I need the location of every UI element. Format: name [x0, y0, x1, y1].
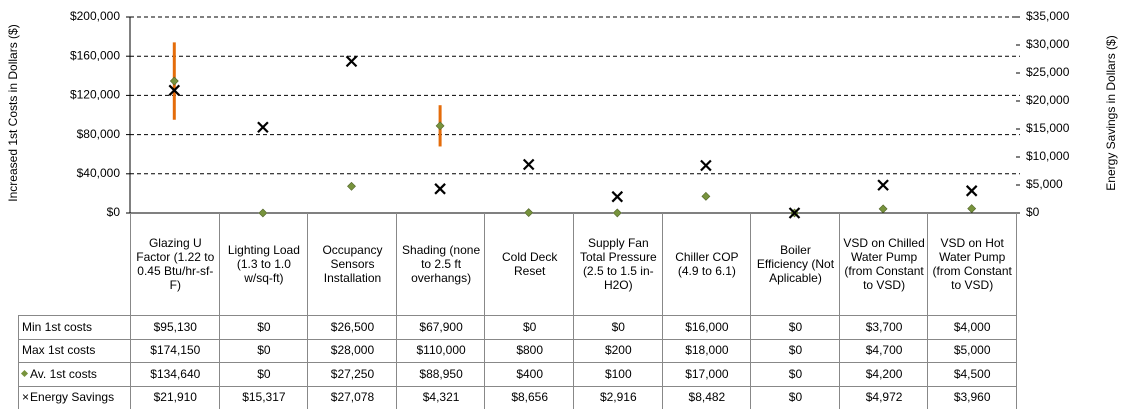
table-cell: $110,000: [395, 338, 486, 363]
table-cell: $27,078: [307, 385, 397, 409]
y2-tick-label: $5,000: [1026, 177, 1063, 191]
table-cell: $400: [484, 362, 574, 387]
table-cell: $174,150: [130, 338, 220, 363]
savings-marker: [345, 55, 358, 68]
table-cell: $2,916: [573, 385, 663, 409]
y-axis-title: Increased 1st Costs in Dollars ($): [6, 24, 20, 201]
average-marker: [524, 208, 534, 218]
table-cell: $15,317: [218, 385, 309, 409]
table-cell: $4,200: [838, 362, 929, 387]
table-cell: $800: [484, 338, 574, 363]
y2-tick-label: $20,000: [1026, 93, 1070, 107]
table-cell: $100: [573, 362, 663, 387]
table-cell: $134,640: [130, 362, 220, 387]
table-cell: $67,900: [395, 315, 486, 340]
y2-tick-label: $15,000: [1026, 121, 1070, 135]
average-marker: [435, 121, 445, 131]
average-marker: [169, 76, 179, 86]
table-cell: $0: [750, 385, 840, 409]
table-cell: $18,000: [661, 338, 752, 363]
savings-marker: [168, 84, 181, 97]
legend-entry: Av. 1st costs: [18, 362, 131, 387]
average-marker: [967, 204, 977, 214]
table-cell: $88,950: [395, 362, 486, 387]
y2-tick-label: $25,000: [1026, 65, 1070, 79]
table-cell: $4,000: [927, 315, 1017, 340]
legend-text: Min 1st costs: [22, 320, 93, 335]
category-label: Cold Deck Reset: [484, 213, 574, 316]
category-label: Occupancy Sensors Installation: [307, 213, 397, 316]
average-marker: [701, 191, 711, 201]
table-cell: $17,000: [661, 362, 752, 387]
table-cell: $0: [218, 362, 309, 387]
table-cell: $8,482: [661, 385, 752, 409]
average-marker: [347, 181, 356, 191]
legend-text: Max 1st costs: [22, 343, 96, 358]
category-label: Chiller COP (4.9 to 6.1): [661, 213, 752, 316]
table-cell: $0: [750, 315, 840, 340]
category-label: Shading (none to 2.5 ft overhangs): [395, 213, 486, 316]
table-cell: $0: [750, 362, 840, 387]
y2-tick-label: $30,000: [1026, 37, 1070, 51]
y-tick-label: $40,000: [77, 166, 121, 180]
table-cell: $4,321: [395, 385, 486, 409]
legend-entry: × Energy Savings: [18, 385, 131, 409]
legend-text: Energy Savings: [30, 390, 115, 405]
savings-marker: [700, 159, 712, 172]
y-tick-label: $120,000: [70, 88, 120, 102]
table-cell: $26,500: [307, 315, 397, 340]
y2-axis-title: Energy Savings in Dollars ($): [1104, 35, 1118, 190]
table-cell: $3,960: [927, 385, 1017, 409]
savings-marker: [257, 121, 269, 134]
category-label: Lighting Load (1.3 to 1.0 w/sq-ft): [218, 213, 309, 316]
table-cell: $4,500: [927, 362, 1017, 387]
savings-marker: [965, 185, 978, 197]
category-label: VSD on Hot Water Pump (from Constant to …: [927, 213, 1017, 316]
table-cell: $16,000: [661, 315, 752, 340]
y-tick-label: $0: [107, 205, 121, 219]
y2-tick-label: $10,000: [1026, 149, 1070, 163]
table-cell: $27,250: [307, 362, 397, 387]
average-marker: [258, 208, 268, 218]
table-cell: $5,000: [927, 338, 1017, 363]
table-cell: $3,700: [838, 315, 929, 340]
average-marker: [612, 208, 622, 218]
savings-marker: [434, 183, 446, 195]
table-cell: $0: [218, 338, 309, 363]
legend-entry: Max 1st costs: [18, 338, 131, 363]
table-cell: $200: [573, 338, 663, 363]
table-cell: $8,656: [484, 385, 574, 409]
table-cell: $95,130: [130, 315, 220, 340]
savings-marker: [611, 190, 624, 203]
y-tick-label: $160,000: [70, 48, 120, 62]
y2-tick-label: $0: [1026, 205, 1040, 219]
savings-marker: [788, 207, 801, 219]
table-cell: $0: [218, 315, 309, 340]
savings-marker: [522, 158, 535, 171]
table-cell: $21,910: [130, 385, 220, 409]
legend-marker: [20, 370, 29, 378]
category-label: Glazing U Factor (1.22 to 0.45 Btu/hr-sf…: [130, 213, 220, 316]
table-cell: $0: [750, 338, 840, 363]
average-marker: [878, 204, 888, 214]
category-label: Boiler Efficiency (Not Aplicable): [750, 213, 840, 316]
legend-marker: ×: [22, 390, 30, 405]
y2-tick-label: $35,000: [1026, 9, 1070, 23]
table-cell: $4,972: [838, 385, 929, 409]
legend-text: Av. 1st costs: [30, 366, 97, 381]
table-cell: $28,000: [307, 338, 397, 363]
savings-marker: [877, 179, 889, 191]
category-label: VSD on Chilled Water Pump (from Constant…: [838, 213, 929, 316]
table-cell: $0: [484, 315, 574, 340]
table-cell: $4,700: [838, 338, 929, 363]
y-tick-label: $200,000: [70, 9, 120, 23]
category-label: Supply Fan Total Pressure (2.5 to 1.5 in…: [573, 213, 663, 316]
table-cell: $0: [573, 315, 663, 340]
y-tick-label: $80,000: [77, 127, 121, 141]
legend-entry: Min 1st costs: [18, 315, 131, 340]
